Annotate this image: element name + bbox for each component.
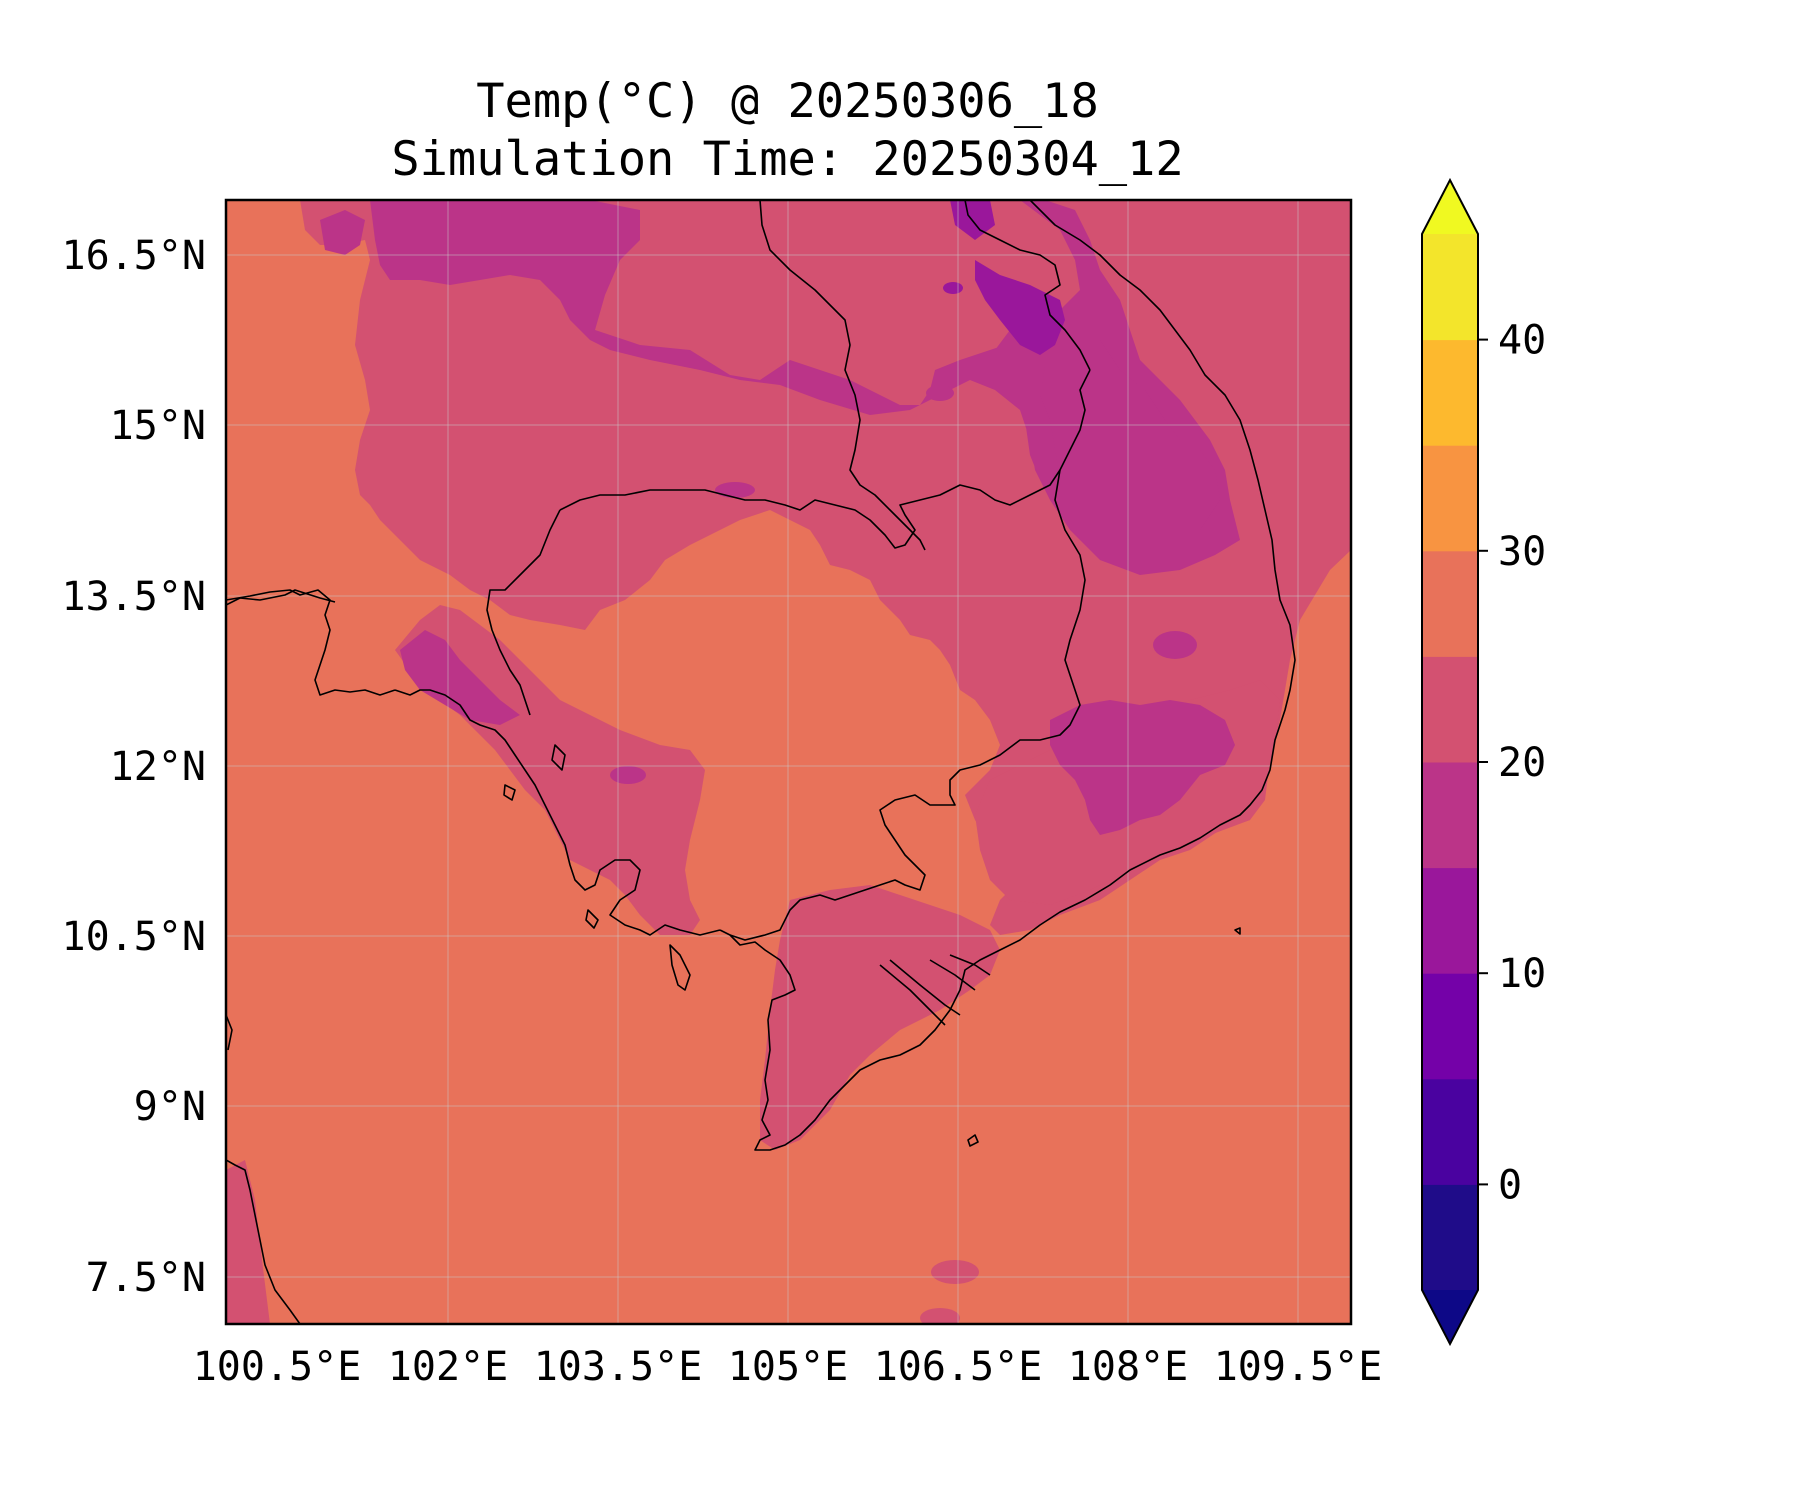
colorbar-segment xyxy=(1422,973,1478,1080)
colorbar-segment xyxy=(1422,445,1478,552)
field-15-20-highlands xyxy=(1050,700,1235,835)
y-tick-label: 12°N xyxy=(110,744,206,790)
vietnam-laos-border xyxy=(964,200,1091,371)
field-10-15-c xyxy=(943,282,963,294)
laos-cambodia-border xyxy=(759,200,926,551)
y-axis: 16.5°N 15°N 13.5°N 12°N 10.5°N 9°N 7.5°N xyxy=(62,233,207,1301)
field-15-20-small3 xyxy=(1153,631,1197,659)
y-tick-label: 16.5°N xyxy=(62,233,207,279)
colorbar-segment xyxy=(1422,1078,1478,1185)
field-20-25-sea1 xyxy=(931,1260,979,1284)
y-tick-label: 13.5°N xyxy=(62,574,207,620)
field-20-25-malay xyxy=(226,1160,270,1324)
x-axis: 100.5°E 102°E 103.5°E 105°E 106.5°E 108°… xyxy=(193,1344,1383,1390)
map-frame xyxy=(224,198,1353,1326)
malay-coastline xyxy=(226,1159,301,1324)
field-15-20-small1 xyxy=(610,766,646,784)
field-20-25-sea2 xyxy=(920,1308,960,1324)
x-tick-label: 109.5°E xyxy=(1214,1344,1383,1390)
coastlines-borders xyxy=(226,200,1296,1324)
colorbar-tick-label: 0 xyxy=(1498,1162,1522,1208)
graticule xyxy=(226,200,1351,1324)
colorbar-segment xyxy=(1422,234,1478,341)
field-15-20-small4 xyxy=(926,385,954,401)
field-15-20-nw-cambodia xyxy=(400,630,520,725)
colorbar-segment xyxy=(1422,867,1478,974)
y-tick-label: 15°N xyxy=(110,403,206,449)
y-tick-label: 9°N xyxy=(134,1084,206,1130)
cambodia-coastline xyxy=(394,689,721,936)
figure-title-line2: Simulation Time: 20250304_12 xyxy=(391,132,1184,187)
field-20-25-delta xyxy=(760,885,1000,1150)
y-tick-label: 7.5°N xyxy=(86,1255,206,1301)
x-tick-label: 100.5°E xyxy=(193,1344,362,1390)
x-tick-label: 106.5°E xyxy=(874,1344,1043,1390)
colorbar: 0 10 20 30 40 xyxy=(1421,177,1546,1347)
colorbar-extend-min xyxy=(1422,1290,1478,1344)
colorbar-tick-label: 40 xyxy=(1498,318,1546,364)
colorbar-tick-label: 30 xyxy=(1498,529,1546,575)
vietnam-coastline xyxy=(719,200,1296,1151)
thailand-myanmar-border xyxy=(226,589,336,606)
colorbar-extend-max xyxy=(1422,180,1478,234)
colorbar-segment xyxy=(1422,1184,1478,1291)
field-15-20-thai xyxy=(320,210,365,255)
colorbar-segment xyxy=(1422,339,1478,446)
temperature-map xyxy=(226,200,1351,1324)
colorbar-tick-label: 10 xyxy=(1498,951,1546,997)
x-tick-label: 108°E xyxy=(1068,1344,1188,1390)
colorbar-outline xyxy=(1421,177,1479,1347)
figure-title-line1: Temp(°C) @ 20250306_18 xyxy=(476,74,1099,129)
colorbar-segment xyxy=(1422,762,1478,869)
thailand-cambodia-border xyxy=(559,369,1091,549)
colorbar-segment xyxy=(1422,550,1478,657)
colorbar-segment xyxy=(1422,656,1478,763)
field-15-20-laos xyxy=(370,200,1240,575)
x-tick-label: 102°E xyxy=(388,1344,508,1390)
x-tick-label: 105°E xyxy=(728,1344,848,1390)
x-tick-label: 103.5°E xyxy=(534,1344,703,1390)
thailand-coastline xyxy=(226,589,396,696)
cambodia-vietnam-border xyxy=(729,469,1086,941)
thailand-laos-border xyxy=(486,509,561,716)
colorbar-tick-label: 20 xyxy=(1498,740,1546,786)
field-15-20-small2 xyxy=(715,482,755,498)
field-10-15 xyxy=(975,260,1065,355)
y-tick-label: 10.5°N xyxy=(62,914,207,960)
